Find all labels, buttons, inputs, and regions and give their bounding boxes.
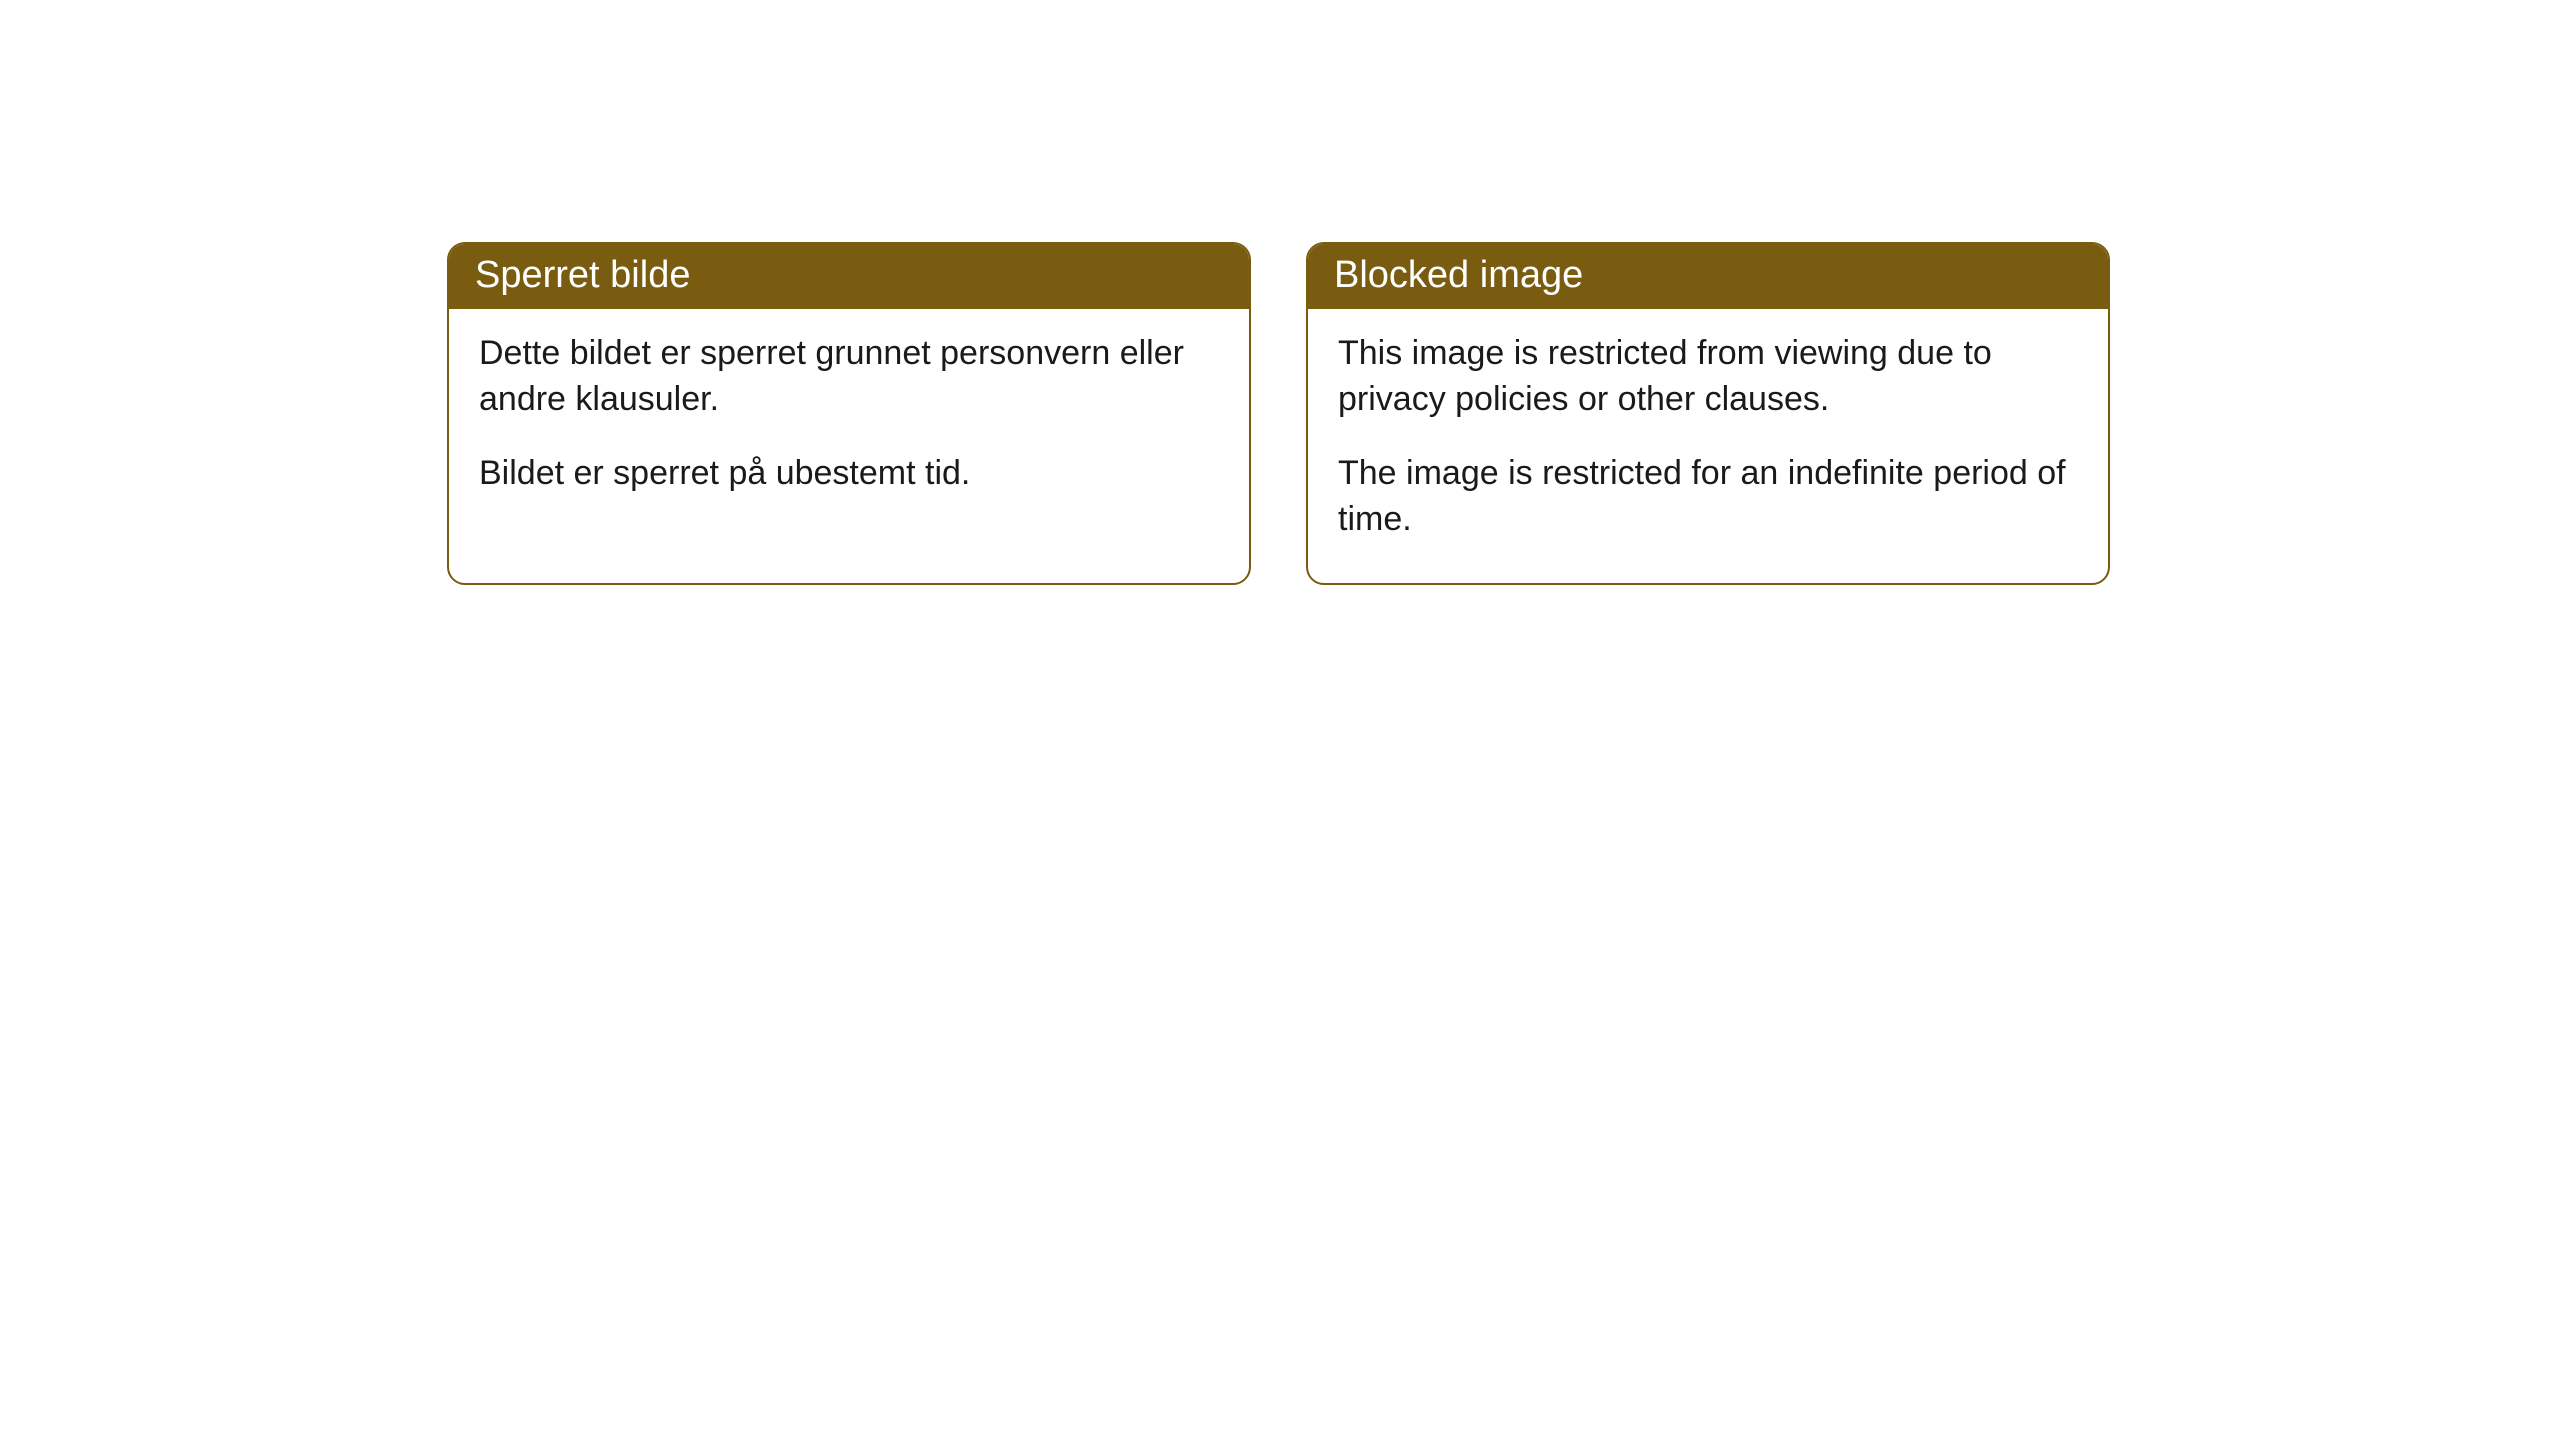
card-text-norwegian-2: Bildet er sperret på ubestemt tid. [479,451,1219,497]
card-text-english-2: The image is restricted for an indefinit… [1338,451,2078,543]
cards-container: Sperret bilde Dette bildet er sperret gr… [0,0,2560,585]
card-body-norwegian: Dette bildet er sperret grunnet personve… [449,309,1249,537]
card-text-english-1: This image is restricted from viewing du… [1338,331,2078,423]
card-norwegian: Sperret bilde Dette bildet er sperret gr… [447,242,1251,585]
card-english: Blocked image This image is restricted f… [1306,242,2110,585]
card-body-english: This image is restricted from viewing du… [1308,309,2108,583]
card-header-norwegian: Sperret bilde [449,244,1249,309]
card-text-norwegian-1: Dette bildet er sperret grunnet personve… [479,331,1219,423]
card-header-english: Blocked image [1308,244,2108,309]
